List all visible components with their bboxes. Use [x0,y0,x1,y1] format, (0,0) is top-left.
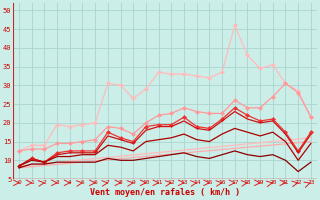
X-axis label: Vent moyen/en rafales ( km/h ): Vent moyen/en rafales ( km/h ) [90,188,240,197]
